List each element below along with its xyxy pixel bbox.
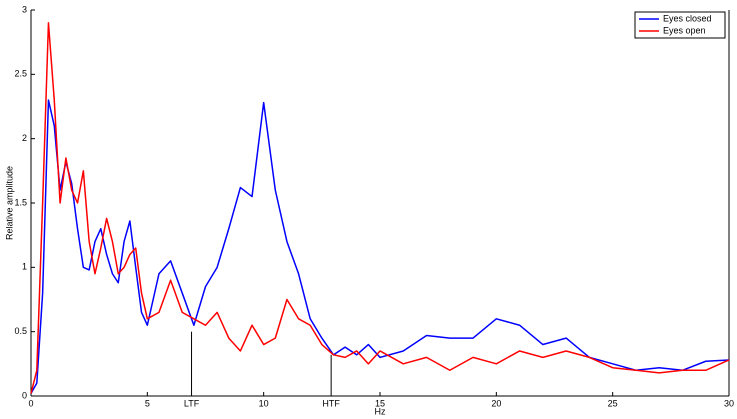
y-tick-label: 3 xyxy=(22,4,27,14)
y-tick-label: 1 xyxy=(22,262,27,272)
legend-label: Eyes closed xyxy=(663,13,712,23)
y-tick-label: 1.5 xyxy=(14,197,27,207)
y-tick-label: 2 xyxy=(22,133,27,143)
x-tick-label: 0 xyxy=(28,398,33,408)
y-tick-label: 0.5 xyxy=(14,326,27,336)
series-line xyxy=(30,22,730,394)
x-tick-label: 25 xyxy=(608,398,618,408)
annotation-label: HTF xyxy=(322,398,340,408)
legend-label: Eyes open xyxy=(663,25,706,35)
x-tick-label: 30 xyxy=(724,398,734,408)
annotation-label: LTF xyxy=(184,398,200,408)
y-axis-label: Relative amplitude xyxy=(4,166,14,240)
x-tick-label: 15 xyxy=(375,398,385,408)
x-tick-label: 10 xyxy=(259,398,269,408)
x-tick-label: 20 xyxy=(491,398,501,408)
y-tick-label: 0 xyxy=(22,390,27,400)
legend-box xyxy=(634,11,726,39)
x-axis-label: Hz xyxy=(375,406,386,416)
x-tick-label: 5 xyxy=(145,398,150,408)
y-tick-label: 2.5 xyxy=(14,69,27,79)
series-line xyxy=(30,99,730,394)
